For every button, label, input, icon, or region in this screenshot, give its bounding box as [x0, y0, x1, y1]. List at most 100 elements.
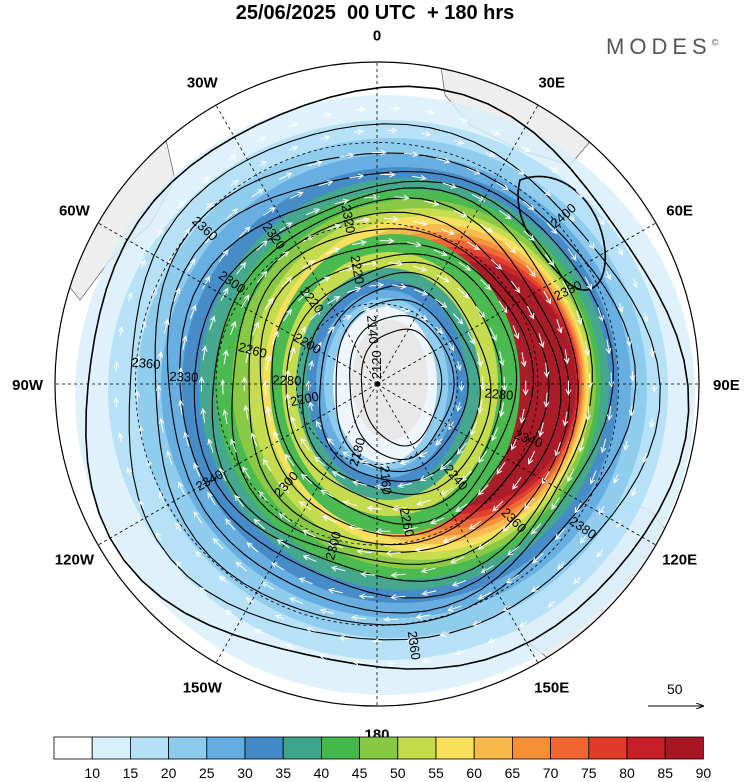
contour-label: 2280 [484, 385, 514, 402]
height-contour [248, 228, 550, 546]
wind-vector [471, 421, 478, 435]
wind-vector [456, 503, 469, 512]
wind-vector [618, 246, 622, 255]
wind-vector [281, 277, 292, 288]
wind-vector [287, 394, 289, 408]
wind-vector [263, 460, 272, 472]
wind-vector [278, 540, 290, 549]
wind-vector [218, 250, 228, 262]
wind-vector [203, 409, 205, 423]
wind-vector [451, 556, 464, 563]
wind-vector [544, 254, 553, 265]
wind-vector [290, 598, 304, 605]
wind-vector [485, 153, 494, 157]
wind-vector [279, 513, 291, 523]
wind-vector [320, 137, 330, 139]
wind-vector [552, 497, 560, 509]
contour-label: 2330 [169, 369, 198, 385]
wind-vector [391, 285, 406, 287]
wind-vector [575, 500, 583, 513]
brand-logo: MODES© [606, 34, 718, 60]
contour-label-text: 2200 [289, 389, 320, 410]
wind-vector [606, 270, 610, 279]
wind-vector [411, 176, 426, 178]
wind-vector [467, 241, 479, 250]
colorbar-swatch [588, 736, 628, 760]
colorbar-label: 55 [428, 765, 444, 781]
wind-vector [246, 349, 249, 364]
wind-vector [440, 228, 454, 234]
wind-vector [355, 109, 365, 110]
wind-vector [556, 319, 562, 332]
wind-vector [327, 297, 339, 305]
wind-vector [490, 259, 501, 269]
wind-vector [556, 528, 565, 540]
wind-vector [422, 660, 432, 661]
wind-vector [267, 407, 270, 421]
wind-vector [272, 563, 285, 571]
wind-vector [533, 553, 544, 563]
colorbar-label: 25 [199, 765, 215, 781]
wind-vector [205, 233, 214, 244]
wind-vector [398, 483, 413, 486]
wind-vector [354, 220, 369, 222]
colorbar-label: 20 [161, 765, 177, 781]
contour-label: 2300 [322, 530, 344, 562]
wind-vector [417, 499, 431, 505]
graticule [55, 62, 699, 706]
contour-label: 2260 [397, 507, 418, 538]
wind-vector [532, 585, 540, 591]
contour-label-text: 2260 [397, 507, 418, 538]
wind-vector [302, 474, 313, 484]
wind-vector [645, 312, 647, 322]
wind-vector [454, 141, 464, 144]
wind-vector [433, 249, 447, 256]
wind-vector [388, 263, 402, 264]
colorbar-swatch [206, 736, 246, 760]
wind-vector [304, 556, 317, 563]
wind-vector [546, 392, 547, 407]
wind-vector [353, 482, 367, 486]
reference-vector-label: 50 [667, 681, 683, 697]
wind-vector [317, 422, 322, 430]
wind-vector [510, 280, 519, 292]
wind-vector [625, 440, 627, 450]
wind-vector [226, 209, 237, 219]
wind-vector [567, 213, 574, 221]
wind-vector [435, 157, 450, 162]
wind-vector [383, 219, 398, 220]
wind-vector [194, 464, 201, 477]
height-contour [319, 284, 481, 483]
contour-label: 2160 [377, 465, 394, 495]
colorbar-swatch [168, 736, 208, 760]
wind-vector [562, 280, 570, 293]
wind-vector [565, 349, 567, 363]
wind-vector [251, 189, 264, 198]
wind-vector [159, 352, 161, 367]
wind-vector [120, 433, 122, 443]
wind-vector [289, 192, 303, 199]
wind-vector [138, 357, 139, 366]
wind-vector [177, 202, 184, 209]
contour-label: 2140 [364, 314, 381, 344]
wind-vector [581, 535, 587, 543]
map-title: 25/06/2025 00 UTC + 180 hrs [235, 2, 515, 24]
wind-vector [422, 568, 436, 571]
wind-vector [489, 639, 498, 643]
wind-vector [236, 562, 248, 572]
height-contour [301, 271, 492, 496]
wind-vector [499, 210, 510, 219]
longitude-label: 120E [662, 552, 697, 569]
wind-vector [498, 300, 507, 313]
wind-vector [424, 201, 439, 205]
contour-label-text: 2280 [484, 385, 514, 402]
wind-vector [478, 484, 489, 495]
wind-vector [329, 543, 343, 549]
wind-vector [538, 333, 543, 348]
wind-vector [393, 507, 407, 509]
wind-vector [436, 438, 443, 445]
wind-vector [306, 209, 319, 216]
wind-vector [540, 422, 544, 437]
wind-vector [241, 295, 249, 308]
